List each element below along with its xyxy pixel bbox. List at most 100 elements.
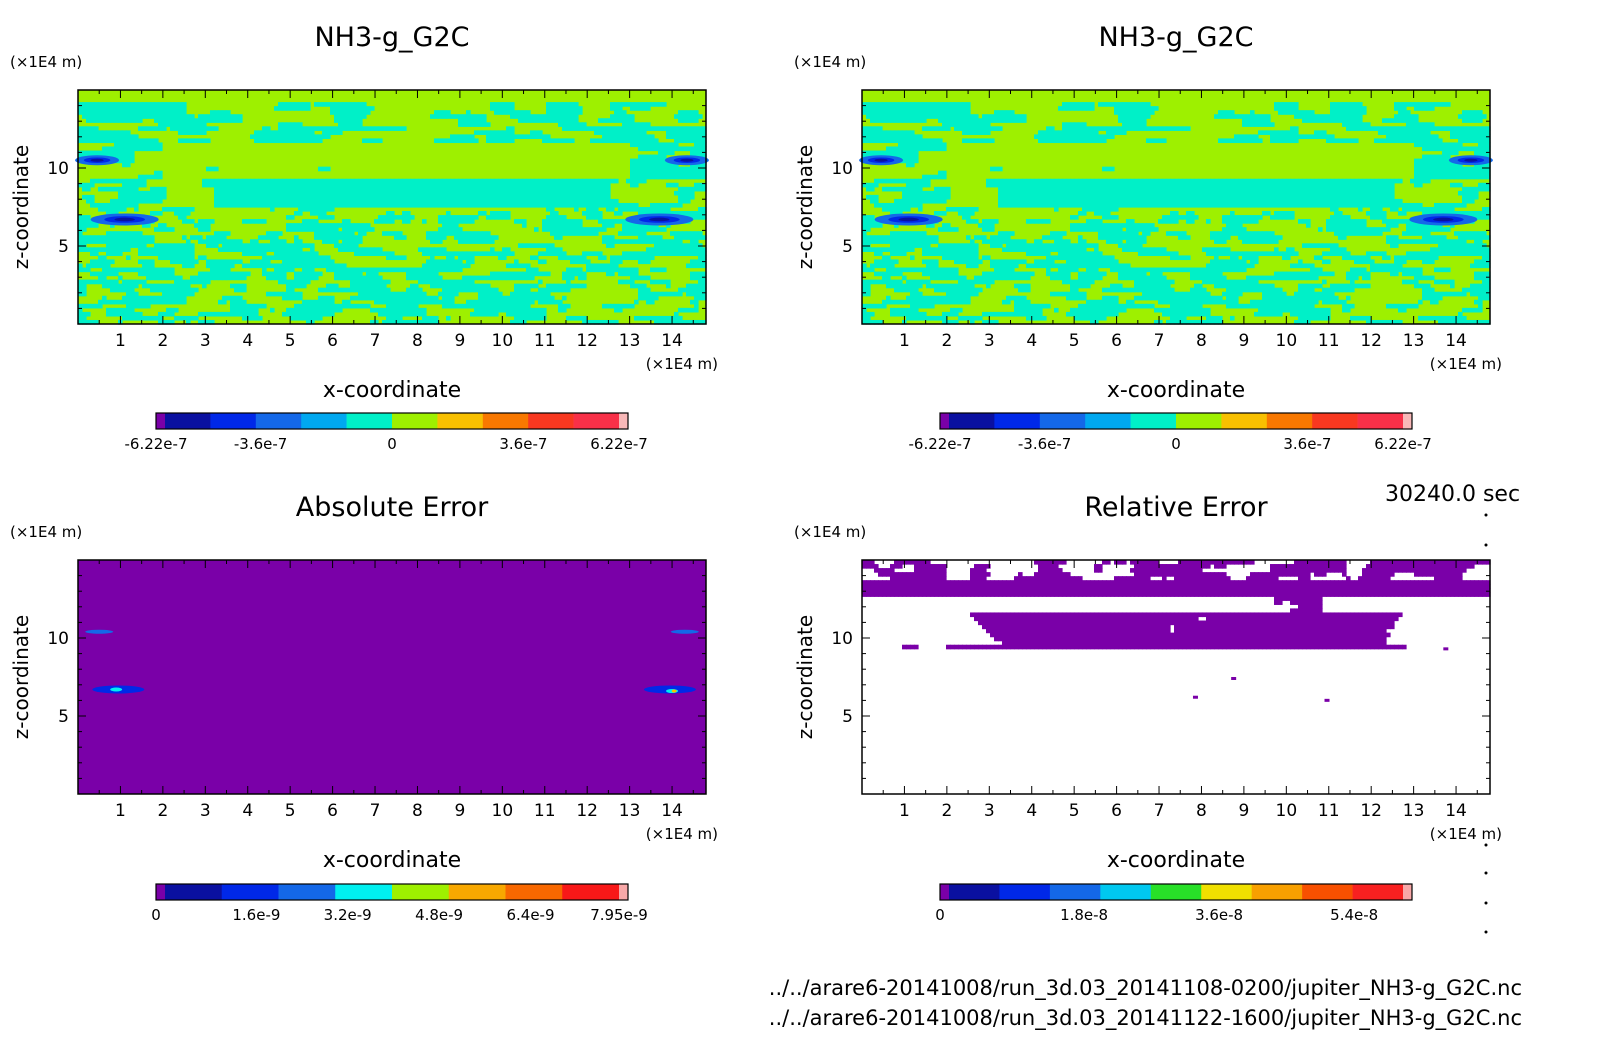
field-cell — [362, 267, 367, 273]
field-cell — [350, 102, 355, 107]
field-cell — [138, 198, 143, 204]
field-cell — [642, 106, 647, 111]
field-cell — [674, 182, 679, 188]
field-cell — [882, 114, 887, 119]
field-cell — [214, 178, 219, 184]
field-cell — [418, 291, 423, 297]
field-cell — [146, 303, 151, 309]
field-cell — [398, 215, 403, 220]
field-cell — [214, 202, 219, 208]
field-cell — [650, 138, 655, 144]
field-cell — [130, 311, 135, 317]
field-cell — [430, 114, 435, 119]
field-cell — [698, 271, 703, 277]
field-cell — [162, 190, 167, 196]
field-cell — [1006, 110, 1011, 115]
field-cell — [598, 263, 603, 269]
field-cell — [270, 198, 275, 204]
field-cell — [486, 299, 491, 305]
field-cell — [250, 182, 255, 188]
field-cell — [258, 251, 263, 257]
field-cell — [506, 190, 511, 196]
field-cell — [478, 235, 483, 240]
field-cell — [1274, 102, 1279, 107]
field-cell — [166, 106, 171, 111]
field-cell — [102, 130, 107, 135]
field-cell — [222, 182, 227, 188]
field-cell — [678, 114, 683, 119]
field-cell — [694, 303, 699, 309]
field-cell — [986, 122, 991, 127]
field-cell — [222, 299, 227, 305]
field-cell — [154, 118, 159, 123]
field-cell — [450, 114, 455, 119]
field-cell — [874, 106, 879, 111]
field-cell — [606, 267, 611, 273]
field-cell — [322, 126, 327, 131]
field-cell — [414, 275, 419, 281]
field-cell — [158, 299, 163, 305]
field-cell — [450, 215, 455, 220]
field-cell — [114, 106, 119, 111]
field-cell — [178, 275, 183, 281]
field-cell — [590, 178, 595, 184]
field-cell — [546, 215, 551, 220]
field-cell — [534, 202, 539, 208]
field-cell — [214, 118, 219, 123]
field-cell — [614, 138, 619, 144]
field-cell — [106, 231, 111, 236]
field-cell — [178, 259, 183, 265]
field-cell — [674, 130, 679, 135]
field-cell — [638, 295, 643, 301]
field-cell — [462, 239, 467, 244]
field-cell — [1418, 134, 1423, 140]
field-cell — [458, 118, 463, 123]
field-cell — [290, 194, 295, 200]
field-cell — [318, 190, 323, 196]
field-cell — [898, 106, 903, 111]
field-cell — [246, 307, 251, 313]
field-cell — [318, 263, 323, 269]
field-cell — [110, 239, 115, 244]
field-cell — [1338, 114, 1343, 119]
field-cell — [114, 134, 119, 140]
field-cell — [86, 110, 91, 115]
field-cell — [386, 307, 391, 313]
field-cell — [510, 198, 515, 204]
field-cell — [518, 271, 523, 277]
field-cell — [1418, 122, 1423, 127]
field-cell — [158, 255, 163, 261]
field-cell — [650, 291, 655, 297]
field-cell — [1134, 106, 1139, 111]
field-cell — [1322, 118, 1327, 123]
field-cell — [142, 182, 147, 188]
field-cell — [650, 267, 655, 273]
field-cell — [314, 138, 319, 144]
field-cell — [402, 303, 407, 309]
field-cell — [134, 207, 139, 212]
field-cell — [122, 138, 127, 144]
field-cell — [82, 150, 87, 156]
field-cell — [206, 126, 211, 131]
field-cell — [502, 134, 507, 140]
field-cell — [694, 130, 699, 135]
field-cell — [562, 178, 567, 184]
field-cell — [1354, 114, 1359, 119]
field-cell — [298, 190, 303, 196]
field-cell — [518, 198, 523, 204]
field-cell — [1122, 110, 1127, 115]
field-cell — [162, 299, 167, 305]
field-cell — [642, 162, 647, 168]
field-cell — [878, 134, 883, 140]
field-cell — [414, 182, 419, 188]
field-cell — [914, 138, 919, 144]
field-cell — [474, 275, 479, 281]
field-cell — [78, 319, 83, 325]
field-cell — [1366, 122, 1371, 127]
field-cell — [682, 319, 687, 325]
field-cell — [866, 130, 871, 135]
field-cell — [434, 299, 439, 305]
field-cell — [1038, 134, 1043, 140]
field-cell — [614, 303, 619, 309]
field-cell — [354, 110, 359, 115]
